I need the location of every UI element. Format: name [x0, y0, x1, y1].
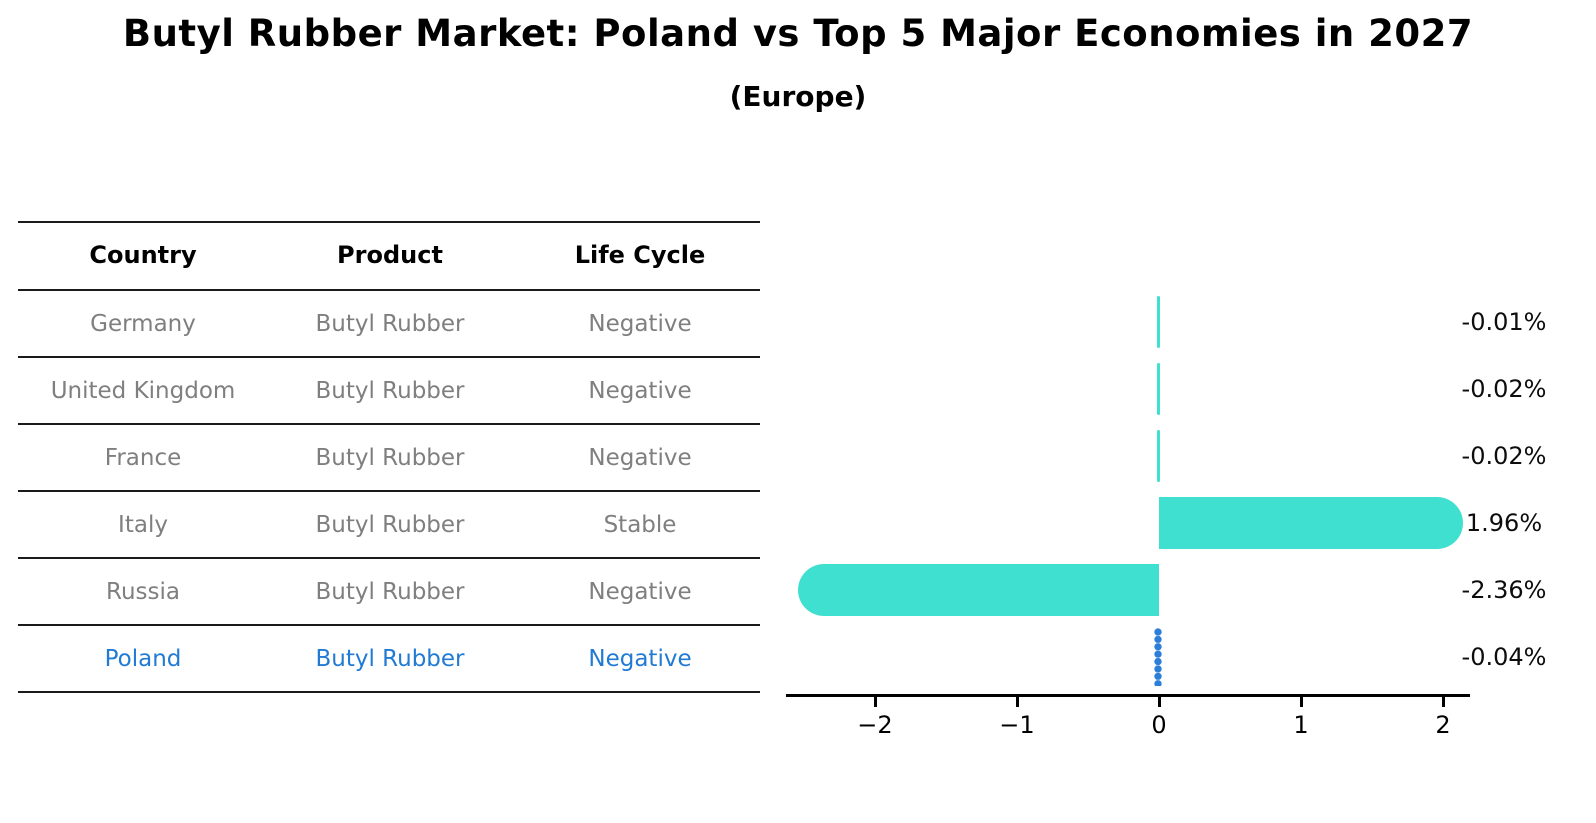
- x-axis-tick-label: 0: [1151, 711, 1167, 739]
- table-cell-product: Butyl Rubber: [315, 444, 465, 471]
- table-row-separator: [18, 624, 760, 626]
- poland-marker-dotted: [1154, 627, 1162, 686]
- table-cell-product: Butyl Rubber: [315, 645, 465, 672]
- x-axis-tick-label: −1: [999, 711, 1035, 739]
- x-axis-tick: [1300, 697, 1303, 707]
- bar-value-label: -0.02%: [1461, 441, 1547, 470]
- table-cell-lifecycle: Negative: [588, 578, 692, 605]
- bar-russia: [797, 563, 1159, 616]
- table-cell-country: United Kingdom: [50, 377, 236, 404]
- table-cell-country: Italy: [118, 511, 168, 538]
- x-axis-tick-label: 2: [1435, 711, 1451, 739]
- table-cell-country: Poland: [104, 645, 182, 672]
- bar-value-label: -0.01%: [1461, 307, 1547, 336]
- table-row-separator: [18, 490, 760, 492]
- table-cell-country: France: [104, 444, 182, 471]
- bar-value-label: -0.02%: [1461, 374, 1547, 403]
- table-row-separator: [18, 557, 760, 559]
- x-axis-tick: [1158, 697, 1161, 707]
- x-axis-tick: [874, 697, 877, 707]
- table-cell-country: Russia: [106, 578, 180, 605]
- table-top-border: [18, 221, 760, 223]
- bar-value-label: -0.04%: [1461, 642, 1547, 671]
- page-subtitle: (Europe): [729, 80, 867, 113]
- bar-france: [1157, 429, 1160, 482]
- table-cell-product: Butyl Rubber: [315, 377, 465, 404]
- x-axis-tick-label: 1: [1293, 711, 1309, 739]
- table-cell-lifecycle: Negative: [588, 310, 692, 337]
- table-cell-product: Butyl Rubber: [315, 578, 465, 605]
- table-row-separator: [18, 289, 760, 291]
- bar-united-kingdom: [1157, 362, 1160, 415]
- x-axis-tick: [1442, 697, 1445, 707]
- table-row-separator: [18, 691, 760, 693]
- column-header-country: Country: [89, 241, 197, 269]
- table-cell-lifecycle: Negative: [588, 377, 692, 404]
- column-header-lifecycle: Life Cycle: [574, 241, 706, 269]
- table-cell-lifecycle: Negative: [588, 645, 692, 672]
- bar-italy: [1159, 496, 1464, 549]
- table-cell-product: Butyl Rubber: [315, 310, 465, 337]
- x-axis-tick-label: −2: [857, 711, 893, 739]
- bar-value-label: 1.96%: [1465, 508, 1543, 537]
- table-cell-product: Butyl Rubber: [315, 511, 465, 538]
- bar-germany: [1157, 295, 1160, 348]
- x-axis-line: [786, 694, 1470, 697]
- table-row-separator: [18, 423, 760, 425]
- table-cell-country: Germany: [90, 310, 196, 337]
- table-row-separator: [18, 356, 760, 358]
- x-axis-tick: [1016, 697, 1019, 707]
- page-title: Butyl Rubber Market: Poland vs Top 5 Maj…: [122, 12, 1474, 55]
- bar-value-label: -2.36%: [1461, 575, 1547, 604]
- column-header-product: Product: [337, 241, 443, 269]
- table-cell-lifecycle: Negative: [588, 444, 692, 471]
- table-cell-lifecycle: Stable: [603, 511, 677, 538]
